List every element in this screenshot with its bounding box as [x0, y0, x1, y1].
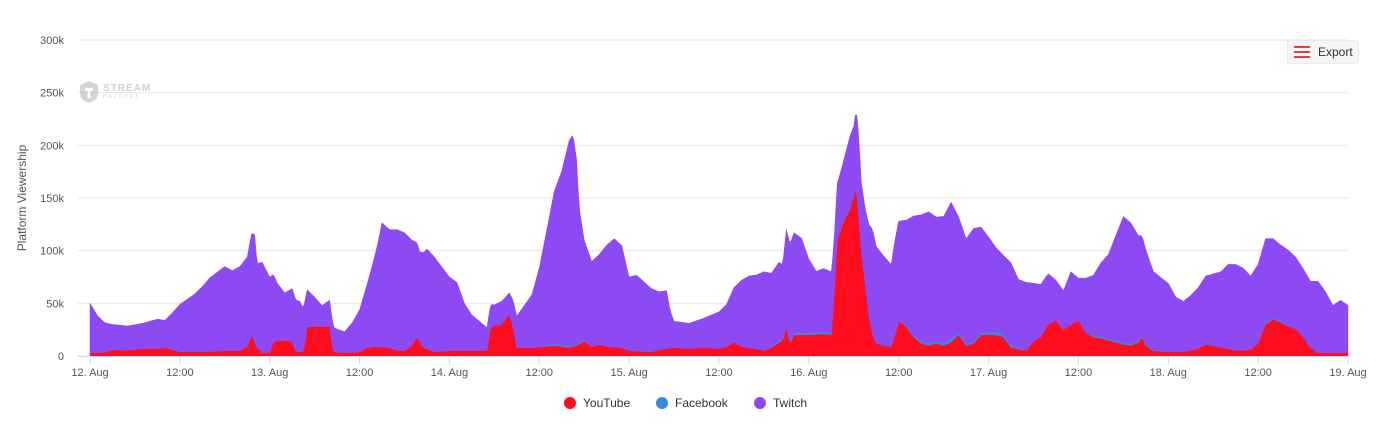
watermark-main-text: STREAM: [103, 83, 152, 94]
legend[interactable]: YouTube Facebook Twitch: [564, 396, 807, 410]
y-tick-label: 100k: [40, 246, 64, 258]
legend-item-youtube[interactable]: YouTube: [564, 396, 630, 410]
x-tick-label: 12:00: [705, 367, 733, 379]
export-button[interactable]: Export: [1287, 40, 1359, 64]
x-tick-label: 14. Aug: [431, 367, 468, 379]
y-tick-label: 200k: [40, 140, 64, 152]
legend-label: Twitch: [773, 396, 807, 410]
x-tick-label: 19. Aug: [1329, 367, 1366, 379]
hamburger-menu-icon: [1294, 46, 1310, 58]
x-tick-label: 15. Aug: [610, 367, 647, 379]
watermark-shield-icon: [80, 81, 98, 103]
legend-item-facebook[interactable]: Facebook: [656, 396, 729, 410]
series-area-twitch: [89, 114, 1349, 354]
x-tick-label: 13. Aug: [251, 367, 288, 379]
legend-marker-icon: [656, 397, 668, 409]
y-tick-label: 250k: [40, 88, 64, 100]
export-label: Export: [1318, 45, 1353, 59]
x-tick-label: 12:00: [166, 367, 194, 379]
legend-marker-icon: [564, 397, 576, 409]
axis-layer: 0 50k 100k 150k 200k 250k 300k 12. Aug 12:00 13. …: [40, 35, 1367, 379]
x-tick-label: 12:00: [1244, 367, 1272, 379]
series-layer: [89, 114, 1349, 357]
legend-marker-icon: [754, 397, 766, 409]
x-tick-label: 12:00: [346, 367, 374, 379]
y-tick-label: 300k: [40, 35, 64, 47]
y-axis-title: Platform Viewership: [15, 144, 29, 251]
legend-item-twitch[interactable]: Twitch: [754, 396, 807, 410]
x-tick-label: 12. Aug: [71, 367, 108, 379]
x-tick-label: 12:00: [1065, 367, 1093, 379]
x-tick-label: 16. Aug: [790, 367, 827, 379]
x-tick-label: 17. Aug: [970, 367, 1007, 379]
y-tick-label: 0: [58, 351, 64, 363]
watermark-logo: STREAM HATCHET: [78, 80, 151, 104]
x-tick-label: 12:00: [526, 367, 554, 379]
watermark-sub-text: HATCHET: [103, 94, 141, 100]
x-tick-label: 12:00: [885, 367, 913, 379]
x-tick-label: 18. Aug: [1150, 367, 1187, 379]
y-tick-label: 50k: [46, 298, 64, 310]
y-tick-label: 150k: [40, 193, 64, 205]
legend-label: YouTube: [583, 396, 630, 410]
legend-label: Facebook: [675, 396, 729, 410]
